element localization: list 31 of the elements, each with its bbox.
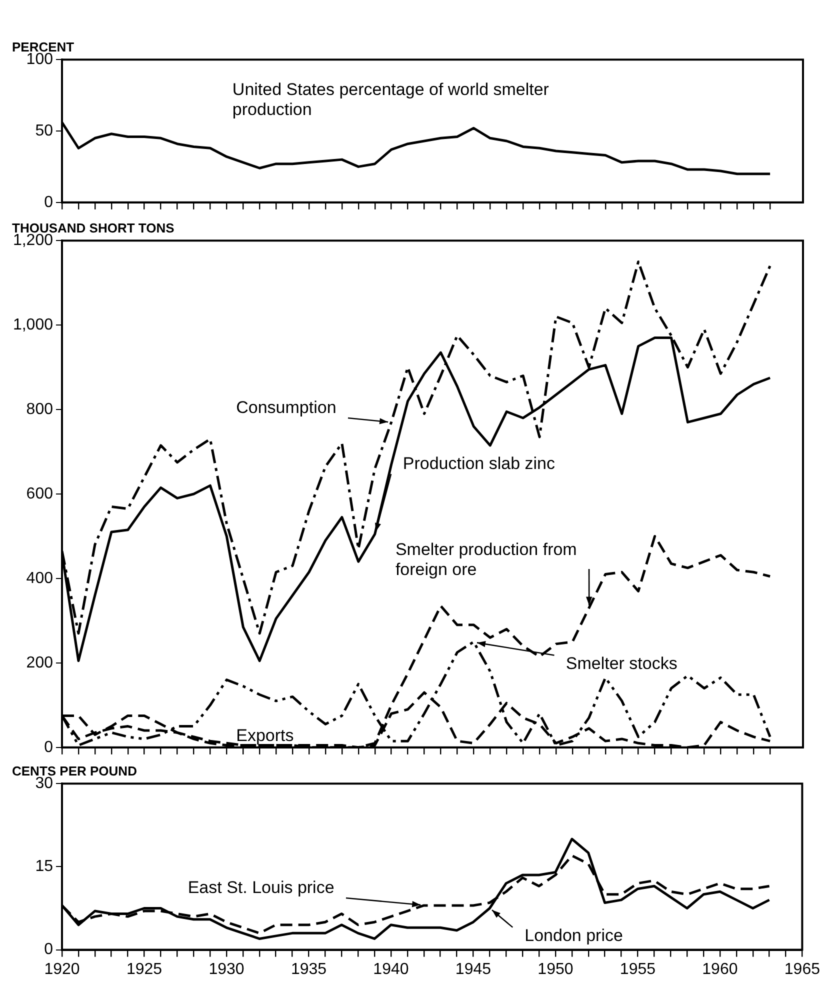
y-tick-label: 0 xyxy=(44,738,54,756)
x-tick-label: 1930 xyxy=(208,960,244,978)
series-label: Exports xyxy=(236,726,295,746)
y-tick-label: 800 xyxy=(26,400,54,418)
series-label: United States percentage of world smelter production xyxy=(232,80,550,120)
series-label: Consumption xyxy=(236,398,338,418)
y-tick-label: 30 xyxy=(35,775,54,792)
series-label: Smelter production from foreign ore xyxy=(395,540,578,580)
x-tick-label: 1925 xyxy=(126,960,162,978)
series-label: London price xyxy=(524,926,624,946)
x-tick-label: 1940 xyxy=(373,960,409,978)
y-tick-label: 400 xyxy=(26,570,54,587)
x-tick-label: 1960 xyxy=(702,960,738,978)
y-tick-label: 1,200 xyxy=(12,232,54,250)
x-tick-label: 1955 xyxy=(620,960,656,978)
x-tick-label: 1950 xyxy=(538,960,574,978)
x-tick-label: 1965 xyxy=(784,960,820,978)
y-tick-label: 600 xyxy=(26,485,54,502)
series-label: Production slab zinc xyxy=(402,454,556,474)
series-label: Smelter stocks xyxy=(566,654,678,674)
y-tick-label: 200 xyxy=(26,654,54,672)
x-tick-label: 1920 xyxy=(44,960,80,978)
y-tick-label: 0 xyxy=(44,194,54,211)
y-tick-label: 15 xyxy=(35,858,54,876)
x-tick-label: 1935 xyxy=(290,960,327,978)
y-tick-label: 0 xyxy=(44,941,54,958)
y-tick-label: 1,000 xyxy=(12,316,54,334)
x-tick-label: 1945 xyxy=(455,960,492,978)
y-tick-label: 50 xyxy=(35,122,54,140)
y-tick-label: 100 xyxy=(26,51,54,68)
series-label: East St. Louis price xyxy=(188,878,336,898)
